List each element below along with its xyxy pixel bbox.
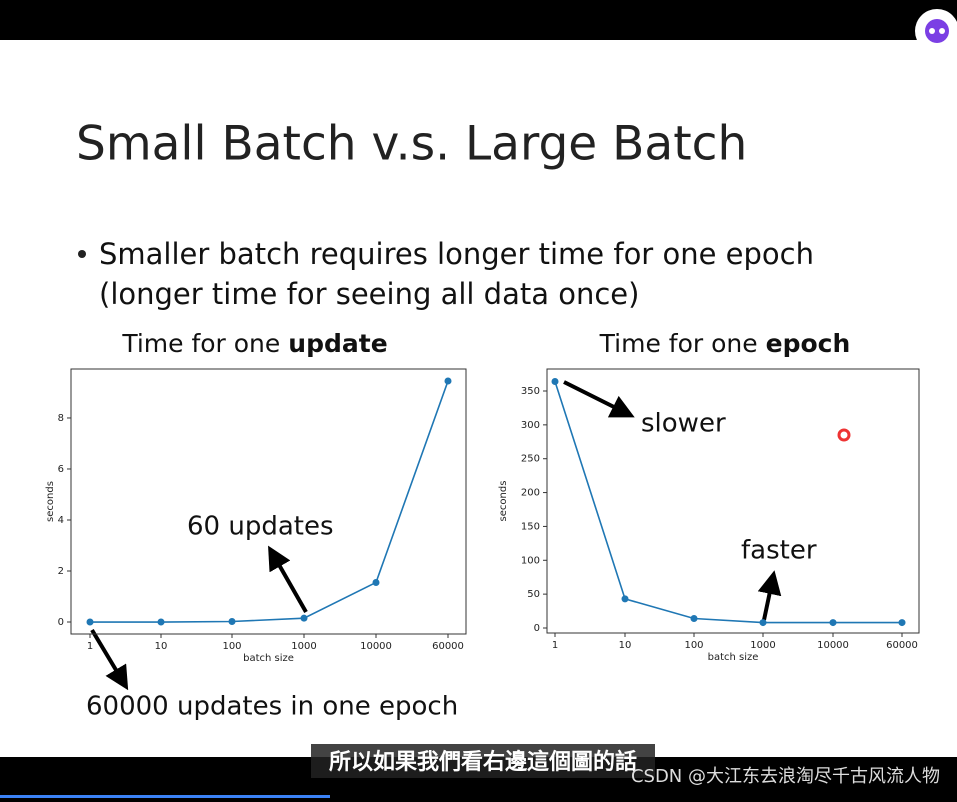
y-tick-label: 300 [521,420,540,431]
y-tick-label: 0 [534,623,540,634]
y-axis-label: seconds [498,481,509,522]
chart-title-bold: epoch [766,329,851,358]
bullet-dot [78,250,86,258]
plot-frame [546,368,920,634]
cursor [837,428,851,442]
x-tick-label: 10000 [817,640,849,651]
y-tick-label: 200 [521,488,540,499]
x-tick-label: 10 [619,640,632,651]
data-point [372,578,380,586]
data-point [690,615,698,623]
plot-frame [70,368,467,635]
x-tick-label: 10000 [360,641,392,652]
chart-title-text: Time for one [599,329,758,358]
y-tick-label: 8 [58,413,64,424]
x-tick-label: 1000 [750,640,775,651]
annotation: 60 updates [187,512,334,542]
x-tick-label: 100 [222,641,241,652]
x-tick-label: 1000 [291,641,316,652]
y-tick-label: 50 [527,589,540,600]
bullet-text: (longer time for seeing all data once) [99,277,639,311]
y-tick-label: 0 [58,617,64,628]
top-bar [0,0,957,40]
x-axis-label: batch size [243,653,294,664]
x-tick-label: 1 [87,641,93,652]
arrows [90,380,782,691]
x-tick-label: 1 [552,640,558,651]
annotation: 60000 updates in one epoch [86,692,458,722]
data-line [554,381,902,624]
y-tick-label: 6 [58,464,64,475]
slide [0,40,957,757]
data-point [228,618,236,626]
data-line [90,380,449,623]
chart-title-bold: update [288,329,387,358]
x-tick-label: 10 [155,641,168,652]
bullet-text: Smaller batch requires longer time for o… [99,237,814,271]
annotation: slower [641,409,726,439]
subtitle-box [311,744,655,778]
slide-title: Small Batch v.s. Large Batch [76,117,747,172]
x-tick-label: 100 [684,640,703,651]
data-point [157,618,165,626]
data-point [829,619,837,627]
subtitle: 所以如果我們看右邊這個圖的話 [329,749,637,775]
app-icon[interactable] [915,9,957,53]
x-tick-label: 60000 [886,640,918,651]
data-point [759,619,767,627]
annotation: faster [741,536,817,566]
y-tick-label: 350 [521,386,540,397]
data-point [300,614,308,622]
y-tick-label: 150 [521,521,540,532]
data-point [621,595,629,603]
data-point [551,378,559,386]
y-axis-label: seconds [45,481,56,522]
chart-title: Time for one epoch [599,329,851,358]
x-axis-label: batch size [708,652,759,663]
data-point [898,619,906,627]
y-tick-label: 250 [521,454,540,465]
chart-title: Time for one update [121,329,387,358]
x-tick-label: 60000 [432,641,464,652]
y-tick-label: 2 [58,566,64,577]
y-tick-label: 4 [58,515,64,526]
data-point [444,377,452,385]
progress-bar[interactable] [0,795,330,798]
y-tick-label: 100 [521,555,540,566]
data-point [86,618,94,626]
watermark: CSDN @大江东去浪淘尽千古风流人物 [631,766,940,787]
chart-title-text: Time for one [121,329,280,358]
